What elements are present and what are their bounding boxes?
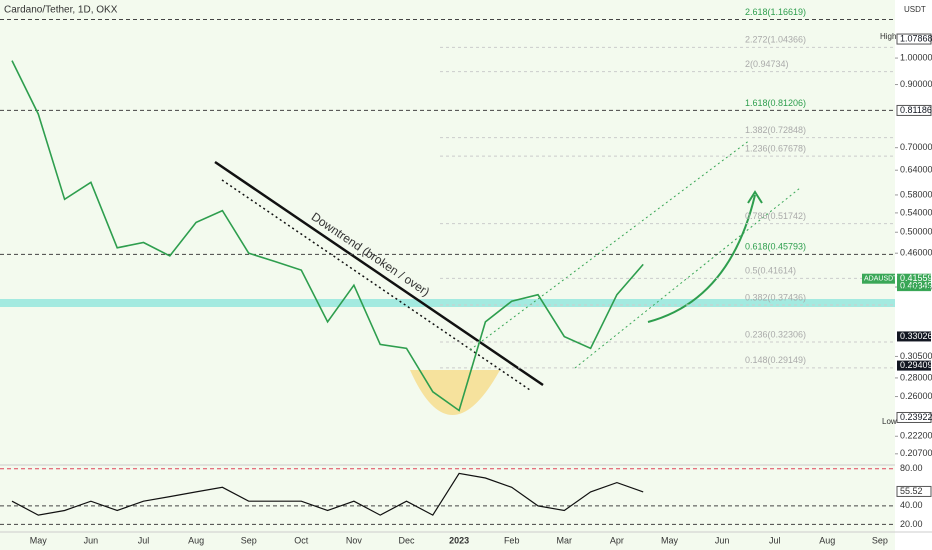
fib-label: 0.236(0.32306) — [745, 329, 806, 339]
price-tag-label: 0.40349 — [900, 280, 932, 290]
price-tag — [896, 104, 932, 116]
y-tick-label: 0.90000 — [900, 79, 932, 89]
price-tag — [897, 281, 931, 292]
low-label: Low — [882, 417, 897, 426]
price-tag-label: 1.07868 — [900, 33, 932, 43]
y-tick-label: 0.22200 — [900, 431, 932, 441]
y-tick-label: 0.20700 — [900, 448, 932, 458]
fib-label: 1.236(0.67678) — [745, 144, 806, 154]
y-tick-label: 0.58000 — [900, 189, 932, 199]
price-line — [11, 60, 644, 412]
timer: 11:09:24 — [900, 283, 931, 292]
x-tick-label: Dec — [398, 535, 415, 545]
x-tick-label: Jul — [138, 535, 150, 545]
rsi-tick-label: 80.00 — [900, 463, 923, 473]
channel-line — [574, 187, 801, 369]
price-tag-label: 0.33026 — [900, 331, 932, 341]
x-tick-label: Sep — [872, 535, 888, 545]
price-tag — [897, 331, 931, 342]
currency: USDT — [904, 5, 926, 14]
x-tick-label: Apr — [610, 535, 624, 545]
y-tick-label: 0.26000 — [900, 391, 932, 401]
y-tick-label: 0.64000 — [900, 165, 932, 175]
rsi-tag — [896, 485, 932, 497]
symbol-tag — [862, 273, 895, 284]
y-tick-label: 0.70000 — [900, 142, 932, 152]
x-tick-label: Feb — [504, 535, 520, 545]
high-label: High — [880, 32, 896, 41]
x-tick-label: May — [661, 535, 679, 545]
x-tick-label: Aug — [188, 535, 204, 545]
support-zone — [0, 299, 895, 307]
fib-label: 2(0.94734) — [745, 59, 789, 69]
symbol-label: ADAUSDT — [864, 276, 898, 283]
rsi-line — [11, 472, 644, 516]
x-tick-label: Jun — [84, 535, 99, 545]
bottom-shape — [410, 370, 500, 415]
x-tick-label: Mar — [557, 535, 573, 545]
price-tag — [896, 411, 932, 423]
chart-title: Cardano/Tether, 1D, OKX — [4, 5, 118, 16]
y-tick-label: 0.54000 — [900, 207, 932, 217]
x-tick-label: Nov — [346, 535, 363, 545]
y-tick-label: 0.50000 — [900, 227, 932, 237]
price-tag-label: 0.23922 — [900, 412, 932, 422]
y-tick-label: 1.00000 — [900, 52, 932, 62]
fib-label: 2.272(1.04366) — [745, 35, 806, 45]
x-tick-label: Jul — [769, 535, 781, 545]
x-tick-label: Sep — [241, 535, 257, 545]
x-tick-label: Aug — [819, 535, 835, 545]
rsi-tick-label: 40.00 — [900, 500, 923, 510]
fib-label: 1.618(0.81206) — [745, 98, 806, 108]
plot-background — [0, 0, 895, 550]
trend-line — [214, 160, 544, 387]
arrow — [647, 194, 756, 323]
price-tag-label: 0.29409 — [900, 360, 932, 370]
channel-line — [469, 139, 751, 351]
y-tick-label: 0.46000 — [900, 248, 932, 258]
x-tick-label: 2023 — [449, 535, 469, 545]
price-tag — [897, 273, 931, 284]
fib-label: 0.786(0.51742) — [745, 211, 806, 221]
price-tag — [896, 33, 932, 45]
x-tick-label: Jun — [715, 535, 730, 545]
trend-line-dotted — [221, 179, 531, 391]
x-tick-label: Oct — [294, 535, 309, 545]
x-tick-label: May — [30, 535, 48, 545]
rsi-tick-label: 20.00 — [900, 519, 923, 529]
price-tag — [897, 360, 931, 371]
y-tick-label: 0.30500 — [900, 351, 932, 361]
fib-label: 1.382(0.72848) — [745, 125, 806, 135]
price-tag-label: 0.81186 — [900, 105, 932, 115]
y-tick-label: 0.28000 — [900, 372, 932, 382]
rsi-tag-label: 55.52 — [900, 486, 923, 496]
fib-label: 0.148(0.29149) — [745, 355, 806, 365]
fib-label: 0.5(0.41614) — [745, 266, 796, 276]
price-tag-label: 0.41559 — [900, 273, 932, 283]
arrow-head — [747, 190, 763, 204]
fib-label: 0.618(0.45793) — [745, 242, 806, 252]
fib-label: 0.382(0.37436) — [745, 292, 806, 302]
fib-label: 2.618(1.16619) — [745, 7, 806, 17]
